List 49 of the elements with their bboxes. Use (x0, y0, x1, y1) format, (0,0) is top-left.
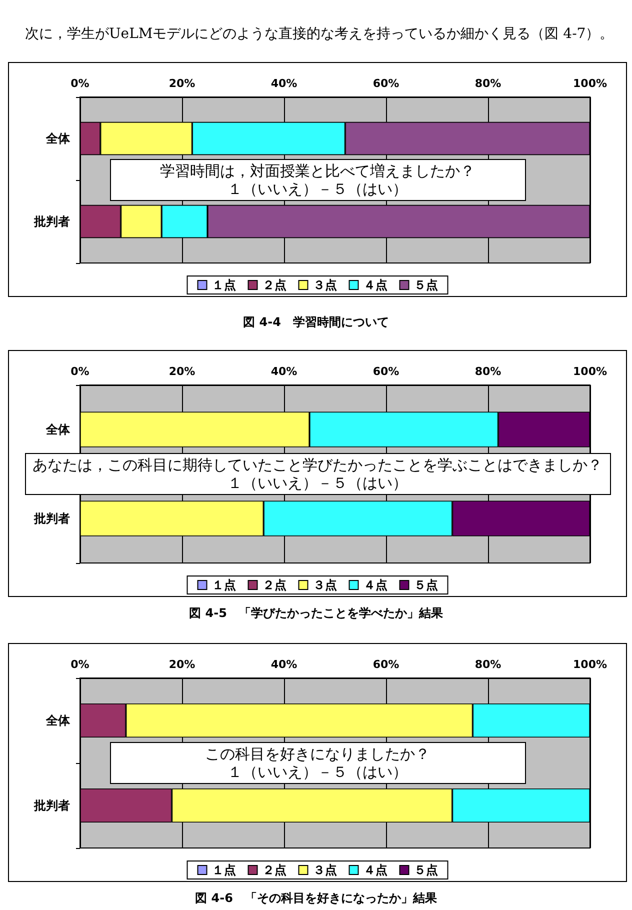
text: 次に，学生がUeLMモデルにどのような直接的な考えを持っているか細かく見る（図 4-7）。 (25, 25, 614, 43)
x-tick-label: 80% (474, 658, 502, 671)
annotation: １（いいえ）－５（はい） (226, 763, 408, 781)
y-tick-label: 全体 (45, 714, 71, 728)
y-tick-label: 批判者 (33, 214, 70, 228)
legend-label: ３点 (312, 278, 337, 292)
x-tick-label: 20% (168, 77, 196, 90)
x-tick-label: 100% (573, 365, 607, 378)
legend-label: ２点 (262, 863, 286, 877)
legend-label: １点 (212, 863, 236, 877)
y-tick-label: 批判者 (33, 512, 70, 526)
annotation: あなたは，この科目に期待していたこと学びたかったことを学ぶことはできましか？ (32, 456, 604, 474)
x-tick-label: 100% (573, 658, 607, 671)
legend-label: １点 (212, 578, 236, 592)
x-tick-label: 80% (474, 77, 502, 90)
x-tick-label: 60% (372, 658, 400, 671)
legend-label: ５点 (414, 578, 438, 592)
legend-label: ３点 (312, 863, 337, 877)
x-tick-label: 100% (573, 77, 607, 90)
x-tick-label: 80% (474, 365, 502, 378)
x-tick-label: 40% (270, 365, 298, 378)
annotation: １（いいえ）－５（はい） (226, 180, 408, 198)
annotation: この科目を好きになりましたか？ (204, 745, 431, 763)
x-tick-label: 0% (70, 658, 90, 671)
legend-label: ５点 (414, 278, 438, 292)
x-tick-label: 20% (168, 365, 196, 378)
legend-label: ２点 (262, 278, 286, 292)
legend-label: ４点 (363, 863, 388, 877)
x-tick-label: 0% (70, 365, 90, 378)
x-tick-label: 20% (168, 658, 196, 671)
text: 図 4-5 「学びたかったことを学べたか」結果 (188, 606, 444, 620)
text: 図 4-6 「その科目を好きになったか」結果 (194, 891, 438, 905)
text: 図 4-4 学習時間について (242, 315, 390, 329)
annotation: １（いいえ）－５（はい） (226, 474, 408, 492)
y-tick-label: 全体 (45, 422, 71, 436)
legend-label: ２点 (262, 578, 286, 592)
x-tick-label: 60% (372, 365, 400, 378)
x-tick-label: 60% (372, 77, 400, 90)
y-tick-label: 全体 (45, 132, 71, 146)
legend-label: ５点 (414, 863, 438, 877)
legend-label: １点 (212, 278, 236, 292)
annotation: 学習時間は，対面授業と比べて増えましたか？ (159, 162, 476, 180)
legend-label: ３点 (312, 578, 337, 592)
legend-label: ４点 (363, 278, 388, 292)
x-tick-label: 40% (270, 77, 298, 90)
x-tick-label: 0% (70, 77, 90, 90)
y-tick-label: 批判者 (33, 798, 70, 812)
x-tick-label: 40% (270, 658, 298, 671)
legend-label: ４点 (363, 578, 388, 592)
